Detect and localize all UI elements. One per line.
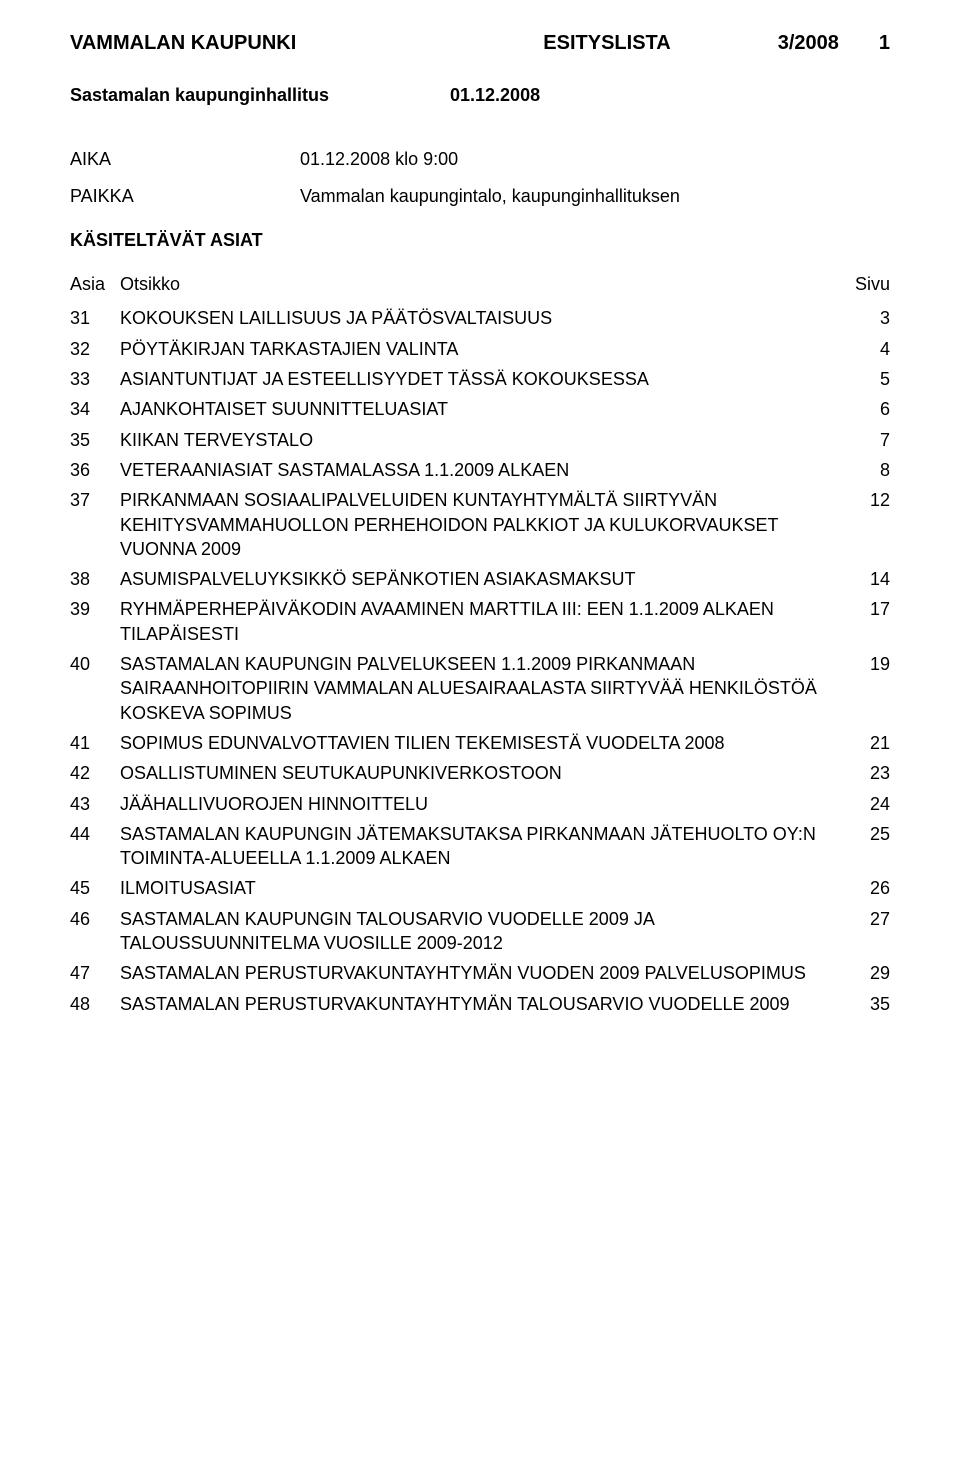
table-row: 45ILMOITUSASIAT26 bbox=[70, 876, 890, 900]
item-page: 3 bbox=[840, 306, 890, 330]
table-row: 40SASTAMALAN KAUPUNGIN PALVELUKSEEN 1.1.… bbox=[70, 652, 890, 725]
table-row: 37PIRKANMAAN SOSIAALIPALVELUIDEN KUNTAYH… bbox=[70, 488, 890, 561]
item-number: 44 bbox=[70, 822, 120, 846]
item-number: 45 bbox=[70, 876, 120, 900]
item-title: SASTAMALAN KAUPUNGIN TALOUSARVIO VUODEL­… bbox=[120, 907, 840, 956]
item-page: 23 bbox=[840, 761, 890, 785]
item-title: SASTAMALAN PERUSTURVAKUNTAYHTYMÄN TA­LOU… bbox=[120, 992, 840, 1016]
item-page: 5 bbox=[840, 367, 890, 391]
item-title: ASUMISPALVELUYKSIKKÖ SEPÄNKOTIEN ASIAKAS… bbox=[120, 567, 840, 591]
item-number: 46 bbox=[70, 907, 120, 931]
item-title: AJANKOHTAISET SUUNNITTELUASIAT bbox=[120, 397, 840, 421]
table-row: 46SASTAMALAN KAUPUNGIN TALOUSARVIO VUODE… bbox=[70, 907, 890, 956]
item-page: 27 bbox=[840, 907, 890, 931]
section-title: KÄSITELTÄVÄT ASIAT bbox=[70, 228, 890, 252]
item-title: JÄÄHALLIVUOROJEN HINNOITTELU bbox=[120, 792, 840, 816]
col-header-page: Sivu bbox=[840, 272, 890, 296]
table-row: 44SASTAMALAN KAUPUNGIN JÄTEMAKSUTAKSA PI… bbox=[70, 822, 890, 871]
item-title: SASTAMALAN KAUPUNGIN JÄTEMAKSUTAKSA PIR­… bbox=[120, 822, 840, 871]
item-number: 40 bbox=[70, 652, 120, 676]
table-row: 35KIIKAN TERVEYSTALO7 bbox=[70, 428, 890, 452]
item-number: 43 bbox=[70, 792, 120, 816]
item-page: 14 bbox=[840, 567, 890, 591]
body-name: Sastamalan kaupunginhallitus bbox=[70, 83, 450, 107]
item-title: PIRKANMAAN SOSIAALIPALVELUIDEN KUNTAYHTY… bbox=[120, 488, 840, 561]
item-page: 24 bbox=[840, 792, 890, 816]
item-number: 47 bbox=[70, 961, 120, 985]
item-title: ASIANTUNTIJAT JA ESTEELLISYYDET TÄSSÄ KO… bbox=[120, 367, 840, 391]
table-row: 34AJANKOHTAISET SUUNNITTELUASIAT6 bbox=[70, 397, 890, 421]
aika-label: AIKA bbox=[70, 147, 300, 171]
item-title: VETERAANIASIAT SASTAMALASSA 1.1.2009 ALK… bbox=[120, 458, 840, 482]
document-subheader: Sastamalan kaupunginhallitus 01.12.2008 bbox=[70, 83, 890, 107]
item-number: 34 bbox=[70, 397, 120, 421]
table-row: 39RYHMÄPERHEPÄIVÄKODIN AVAAMINEN MARTTIL… bbox=[70, 597, 890, 646]
table-row: 42OSALLISTUMINEN SEUTUKAUPUNKIVERKOSTOON… bbox=[70, 761, 890, 785]
aika-value: 01.12.2008 klo 9:00 bbox=[300, 147, 890, 171]
item-number: 32 bbox=[70, 337, 120, 361]
paikka-value: Vammalan kaupungintalo, kaupunginhallitu… bbox=[300, 184, 890, 208]
item-number: 35 bbox=[70, 428, 120, 452]
table-row: 31KOKOUKSEN LAILLISUUS JA PÄÄTÖSVALTAISU… bbox=[70, 306, 890, 330]
item-number: 36 bbox=[70, 458, 120, 482]
table-row: 32PÖYTÄKIRJAN TARKASTAJIEN VALINTA4 bbox=[70, 337, 890, 361]
table-row: 38ASUMISPALVELUYKSIKKÖ SEPÄNKOTIEN ASIAK… bbox=[70, 567, 890, 591]
item-page: 29 bbox=[840, 961, 890, 985]
table-header: Asia Otsikko Sivu bbox=[70, 272, 890, 296]
item-title: ILMOITUSASIAT bbox=[120, 876, 840, 900]
item-page: 12 bbox=[840, 488, 890, 512]
document-header: VAMMALAN KAUPUNKI ESITYSLISTA 3/2008 1 bbox=[70, 30, 890, 57]
paikka-label: PAIKKA bbox=[70, 184, 300, 208]
item-number: 41 bbox=[70, 731, 120, 755]
item-page: 19 bbox=[840, 652, 890, 676]
item-title: KIIKAN TERVEYSTALO bbox=[120, 428, 840, 452]
item-number: 33 bbox=[70, 367, 120, 391]
item-number: 31 bbox=[70, 306, 120, 330]
table-row: 41SOPIMUS EDUNVALVOTTAVIEN TILIEN TEKEMI… bbox=[70, 731, 890, 755]
item-number: 42 bbox=[70, 761, 120, 785]
item-title: SOPIMUS EDUNVALVOTTAVIEN TILIEN TEKEMISE… bbox=[120, 731, 840, 755]
doc-type: ESITYSLISTA bbox=[543, 30, 670, 57]
agenda-table: Asia Otsikko Sivu 31KOKOUKSEN LAILLISUUS… bbox=[70, 272, 890, 1016]
item-number: 48 bbox=[70, 992, 120, 1016]
meta-aika: AIKA 01.12.2008 klo 9:00 bbox=[70, 147, 890, 171]
item-number: 37 bbox=[70, 488, 120, 512]
table-row: 47SASTAMALAN PERUSTURVAKUNTAYHTYMÄN VUO­… bbox=[70, 961, 890, 985]
item-page: 8 bbox=[840, 458, 890, 482]
item-title: RYHMÄPERHEPÄIVÄKODIN AVAAMINEN MARTTILA … bbox=[120, 597, 840, 646]
item-page: 35 bbox=[840, 992, 890, 1016]
item-number: 39 bbox=[70, 597, 120, 621]
item-page: 7 bbox=[840, 428, 890, 452]
item-title: SASTAMALAN PERUSTURVAKUNTAYHTYMÄN VUO­DE… bbox=[120, 961, 840, 985]
item-page: 4 bbox=[840, 337, 890, 361]
header-right: 3/2008 1 bbox=[778, 30, 890, 57]
item-title: SASTAMALAN KAUPUNGIN PALVELUKSEEN 1.1.20… bbox=[120, 652, 840, 725]
item-page: 25 bbox=[840, 822, 890, 846]
item-page: 6 bbox=[840, 397, 890, 421]
issue-number: 3/2008 bbox=[778, 30, 839, 57]
org-name: VAMMALAN KAUPUNKI bbox=[70, 30, 296, 57]
item-title: PÖYTÄKIRJAN TARKASTAJIEN VALINTA bbox=[120, 337, 840, 361]
table-row: 33ASIANTUNTIJAT JA ESTEELLISYYDET TÄSSÄ … bbox=[70, 367, 890, 391]
item-number: 38 bbox=[70, 567, 120, 591]
subheader-date: 01.12.2008 bbox=[450, 83, 540, 107]
item-title: KOKOUKSEN LAILLISUUS JA PÄÄTÖSVALTAISUUS bbox=[120, 306, 840, 330]
table-row: 43JÄÄHALLIVUOROJEN HINNOITTELU24 bbox=[70, 792, 890, 816]
meta-paikka: PAIKKA Vammalan kaupungintalo, kaupungin… bbox=[70, 184, 890, 208]
table-body: 31KOKOUKSEN LAILLISUUS JA PÄÄTÖSVALTAISU… bbox=[70, 306, 890, 1015]
item-page: 17 bbox=[840, 597, 890, 621]
item-page: 26 bbox=[840, 876, 890, 900]
item-title: OSALLISTUMINEN SEUTUKAUPUNKIVERKOSTOON bbox=[120, 761, 840, 785]
item-page: 21 bbox=[840, 731, 890, 755]
col-header-title: Otsikko bbox=[120, 272, 840, 296]
col-header-num: Asia bbox=[70, 272, 120, 296]
page-number: 1 bbox=[879, 30, 890, 57]
table-row: 48SASTAMALAN PERUSTURVAKUNTAYHTYMÄN TA­L… bbox=[70, 992, 890, 1016]
table-row: 36VETERAANIASIAT SASTAMALASSA 1.1.2009 A… bbox=[70, 458, 890, 482]
